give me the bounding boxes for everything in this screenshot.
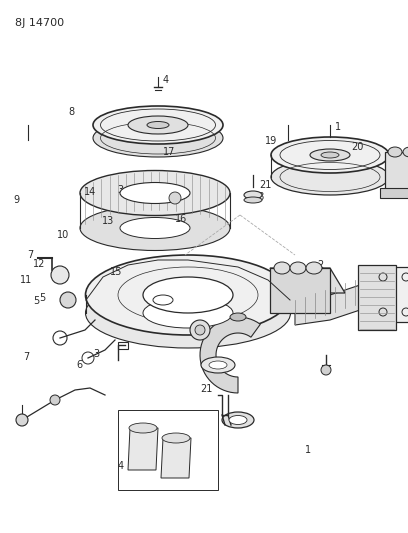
Ellipse shape: [229, 416, 247, 424]
Polygon shape: [128, 428, 158, 470]
Circle shape: [169, 192, 181, 204]
Polygon shape: [376, 267, 408, 322]
Polygon shape: [358, 265, 396, 330]
Text: 3: 3: [93, 350, 99, 359]
Text: 5: 5: [33, 296, 40, 306]
Circle shape: [16, 414, 28, 426]
Ellipse shape: [120, 217, 190, 238]
Ellipse shape: [80, 206, 230, 251]
Ellipse shape: [86, 278, 290, 348]
Text: 7: 7: [23, 352, 30, 362]
Ellipse shape: [162, 433, 190, 443]
Text: 11: 11: [20, 275, 33, 285]
Circle shape: [321, 365, 331, 375]
Text: 21: 21: [200, 384, 212, 394]
Ellipse shape: [321, 152, 339, 158]
Ellipse shape: [129, 423, 157, 433]
Bar: [118, 342, 128, 349]
Text: 8: 8: [68, 107, 75, 117]
Text: 6: 6: [76, 360, 83, 370]
Polygon shape: [161, 438, 191, 478]
Ellipse shape: [201, 357, 235, 373]
Ellipse shape: [290, 262, 306, 274]
Text: 18: 18: [253, 192, 265, 202]
Circle shape: [60, 292, 76, 308]
Text: 5: 5: [39, 293, 45, 303]
Text: 13: 13: [102, 216, 114, 226]
Circle shape: [195, 325, 205, 335]
Ellipse shape: [120, 182, 190, 204]
Text: 10: 10: [57, 230, 69, 239]
Text: 20: 20: [351, 142, 363, 151]
Text: 17: 17: [163, 147, 175, 157]
Text: 9: 9: [13, 195, 20, 205]
Ellipse shape: [147, 122, 169, 128]
Ellipse shape: [222, 412, 254, 428]
Ellipse shape: [209, 361, 227, 369]
Ellipse shape: [271, 159, 389, 195]
Text: 14: 14: [84, 187, 96, 197]
Polygon shape: [380, 188, 408, 198]
Text: 1: 1: [335, 122, 341, 132]
Text: 8J 14700: 8J 14700: [15, 18, 64, 28]
Text: 2: 2: [317, 260, 323, 270]
Ellipse shape: [86, 255, 290, 335]
Polygon shape: [270, 268, 330, 313]
Ellipse shape: [244, 197, 262, 203]
Ellipse shape: [143, 277, 233, 313]
Text: 21: 21: [259, 180, 271, 190]
Ellipse shape: [403, 147, 408, 157]
Ellipse shape: [271, 137, 389, 173]
Polygon shape: [295, 270, 385, 325]
Ellipse shape: [80, 171, 230, 215]
Text: 4: 4: [163, 75, 169, 85]
Text: 2: 2: [215, 296, 222, 306]
Ellipse shape: [388, 147, 402, 157]
Circle shape: [50, 395, 60, 405]
Text: 15: 15: [110, 267, 122, 277]
Ellipse shape: [93, 106, 223, 144]
Polygon shape: [385, 152, 408, 190]
Ellipse shape: [93, 119, 223, 157]
Polygon shape: [200, 317, 260, 393]
Polygon shape: [270, 268, 345, 293]
Text: 3: 3: [117, 185, 123, 195]
Circle shape: [190, 320, 210, 340]
Ellipse shape: [310, 149, 350, 161]
Ellipse shape: [230, 313, 246, 321]
Circle shape: [51, 266, 69, 284]
Ellipse shape: [306, 262, 322, 274]
Ellipse shape: [244, 191, 262, 199]
Bar: [118, 410, 218, 490]
Ellipse shape: [128, 116, 188, 134]
Ellipse shape: [274, 262, 290, 274]
Text: 16: 16: [175, 214, 188, 223]
Text: 19: 19: [265, 136, 277, 146]
Text: 12: 12: [33, 259, 45, 269]
Text: 1: 1: [305, 446, 311, 455]
Text: 7: 7: [27, 250, 33, 260]
Text: 4: 4: [117, 462, 124, 471]
Ellipse shape: [143, 298, 233, 328]
